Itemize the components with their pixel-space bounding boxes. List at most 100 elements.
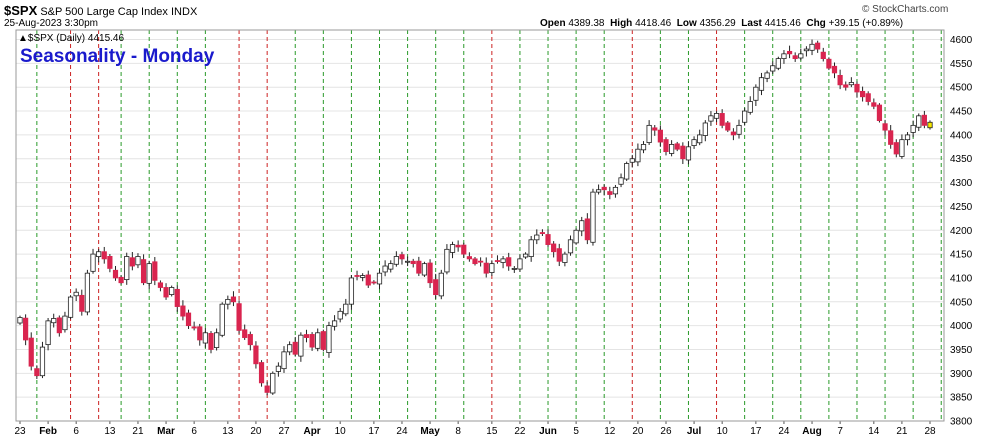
candle [281, 346, 287, 373]
y-tick-label: 4500 [950, 83, 973, 94]
candle [708, 111, 714, 126]
candle [736, 119, 742, 139]
candle [713, 111, 720, 123]
x-tick-label: 6 [191, 426, 197, 437]
candle [837, 69, 843, 90]
candle [112, 265, 119, 281]
candle [798, 48, 804, 61]
x-tick-label: 5 [573, 426, 579, 437]
candle [135, 253, 141, 269]
x-tick-label: 20 [632, 426, 644, 437]
y-tick-label: 4100 [950, 273, 973, 284]
x-tick-label: 21 [132, 426, 144, 437]
x-tick-label: May [420, 426, 440, 437]
candle [685, 141, 692, 165]
candle [854, 81, 860, 98]
low-value: 4356.29 [699, 18, 736, 29]
candle [416, 256, 422, 277]
candle [652, 124, 658, 136]
candle [551, 241, 557, 258]
candle [208, 331, 214, 354]
candle [247, 331, 253, 351]
y-axis: 3800 3850 3900 3950 4000 4050 4100 4150 4200 4250… [950, 35, 973, 427]
candle [298, 332, 304, 362]
candle [646, 120, 652, 145]
candle [792, 52, 798, 62]
candle [545, 229, 551, 247]
candle [640, 141, 647, 154]
x-tick-label: 15 [486, 426, 498, 437]
candle [315, 328, 321, 352]
candle [871, 98, 877, 110]
candle [590, 188, 596, 246]
candle [96, 248, 102, 263]
candle [893, 139, 899, 158]
y-tick-label: 4200 [950, 226, 973, 237]
candle [629, 154, 635, 168]
candle [56, 315, 62, 337]
candle [528, 235, 534, 262]
candle [674, 141, 680, 152]
y-tick-label: 3850 [950, 393, 973, 404]
y-tick-label: 3950 [950, 345, 973, 356]
candle [292, 336, 298, 357]
candle [326, 321, 332, 358]
candle [331, 315, 338, 331]
candle [174, 285, 180, 312]
candle [680, 142, 686, 164]
candle [365, 270, 371, 288]
x-tick-label: 8 [455, 426, 461, 437]
y-tick-label: 4150 [950, 250, 973, 261]
candle [185, 309, 192, 329]
candle [399, 251, 405, 265]
candle [809, 39, 815, 56]
candle [753, 84, 759, 107]
plot-frame [15, 29, 945, 422]
candle [393, 251, 399, 267]
candle [697, 129, 703, 146]
x-tick-label: Aug [802, 426, 821, 437]
candle [657, 125, 663, 147]
candle [163, 283, 169, 300]
candle [427, 259, 433, 288]
candle [466, 252, 472, 262]
candle [152, 257, 158, 286]
candle [124, 252, 130, 285]
candle [84, 269, 91, 316]
open-label: Open [540, 18, 566, 29]
x-tick-label: 20 [250, 426, 262, 437]
seasonality-lines-layer [36, 30, 942, 421]
x-tick-label: 7 [837, 426, 843, 437]
candle [225, 295, 231, 310]
candle [494, 255, 501, 264]
candle [831, 62, 838, 79]
last-label: Last [741, 18, 762, 29]
candle [51, 313, 57, 328]
x-tick-label: Jul [687, 426, 702, 437]
candles-layer [17, 39, 933, 396]
candle [624, 161, 630, 181]
candle [275, 362, 281, 377]
candle [303, 329, 310, 343]
candle [157, 280, 164, 292]
grid-layer [16, 39, 944, 422]
candle [421, 261, 428, 277]
candle [219, 302, 225, 338]
high-value: 4418.46 [635, 18, 672, 29]
candle [663, 137, 669, 156]
candle [39, 341, 46, 379]
candle [848, 77, 854, 88]
candle [107, 254, 113, 273]
y-tick-label: 3800 [950, 417, 973, 428]
candle [595, 184, 602, 195]
chg-label: Chg [806, 18, 826, 29]
y-tick-label: 3900 [950, 369, 973, 380]
candle [725, 120, 731, 133]
candle [202, 328, 208, 348]
candle [607, 186, 613, 200]
candle [34, 365, 40, 380]
candle [354, 270, 360, 281]
candle [90, 248, 96, 274]
candle [859, 86, 866, 102]
